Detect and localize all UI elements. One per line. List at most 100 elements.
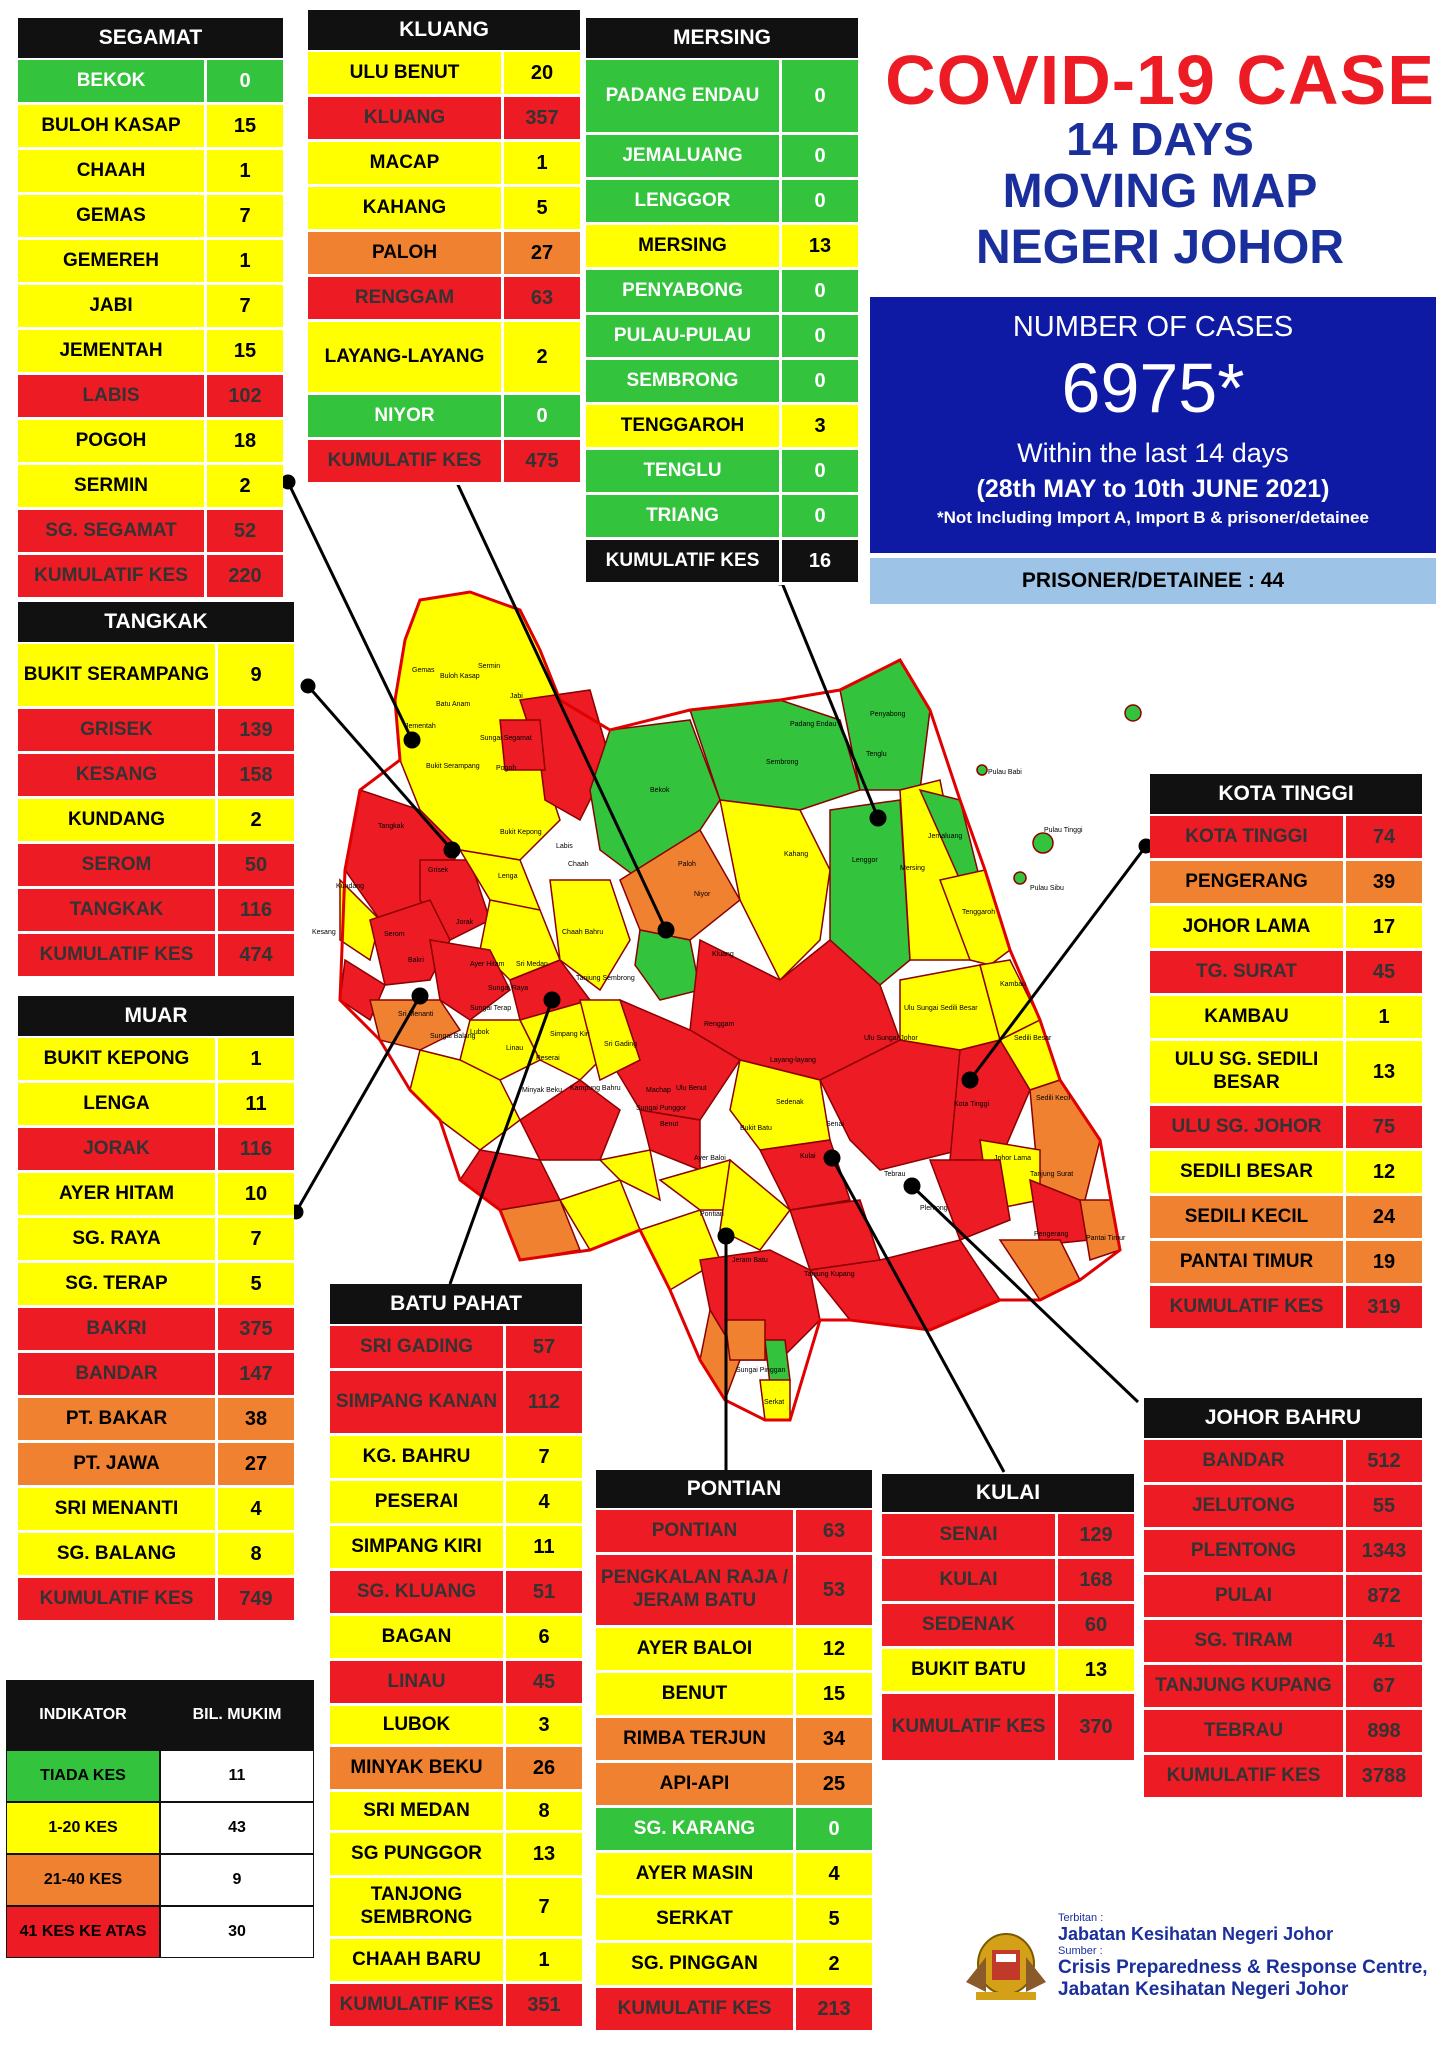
- table-row: PADANG ENDAU 0: [586, 60, 858, 135]
- case-total: 6975*: [1061, 349, 1245, 427]
- label-gemas: Gemas: [412, 667, 435, 674]
- table-row: SRI GADING 57: [330, 1326, 582, 1371]
- table-row: SEDILI BESAR 12: [1150, 1151, 1422, 1196]
- label-kambau: Kambau: [1000, 981, 1026, 988]
- table-row: PULAU-PULAU 0: [586, 315, 858, 360]
- label-tenglu: Tenglu: [866, 751, 887, 758]
- table-row: AYER HITAM 10: [18, 1173, 294, 1218]
- label-kundang: Kundang: [336, 883, 364, 890]
- table-row: TENGGAROH 3: [586, 405, 858, 450]
- label-kesang: Kesang: [312, 929, 336, 936]
- connector-dot-jb-end: [903, 1177, 921, 1195]
- table-row: BAKRI 375: [18, 1308, 294, 1353]
- case-count: 0: [814, 324, 826, 347]
- case-count: 53: [822, 1578, 846, 1601]
- case-count: 0: [828, 1817, 840, 1840]
- table-row: LENGGOR 0: [586, 180, 858, 225]
- map-subtitle-line2: MOVING MAP: [1002, 165, 1318, 218]
- mukim-name: SRI GADING: [330, 1326, 506, 1368]
- table-row: TANJONG SEMBRONG 7: [330, 1878, 582, 1939]
- region-kampung-bahru: [598, 1149, 662, 1202]
- label-peserai: Peserai: [536, 1055, 560, 1062]
- case-count: 6: [538, 1625, 550, 1648]
- table-row: PESERAI 4: [330, 1481, 582, 1526]
- table-row: KG. BAHRU 7: [330, 1436, 582, 1481]
- mukim-name: RIMBA TERJUN: [596, 1718, 796, 1760]
- mukim-name: KUMULATIF KES: [1150, 1286, 1346, 1328]
- table-row: CHAAH BARU 1: [330, 1939, 582, 1984]
- mukim-name: SIMPANG KIRI: [330, 1526, 506, 1568]
- mukim-name: SG. KLUANG: [330, 1571, 506, 1613]
- table-row: KLUANG 357: [308, 97, 580, 142]
- mukim-name: SG. TIRAM: [1144, 1620, 1346, 1662]
- case-count: 12: [1372, 1160, 1396, 1183]
- state-crest-logo: [966, 1933, 1046, 2000]
- case-count: 3: [538, 1713, 550, 1736]
- label-tangkak: Tangkak: [378, 823, 405, 830]
- label-bukit-kepong: Bukit Kepong: [500, 829, 542, 836]
- table-row: SEDILI KECIL 24: [1150, 1196, 1422, 1241]
- mukim-name: KUNDANG: [18, 799, 218, 841]
- mukim-name: LENGGOR: [586, 180, 782, 222]
- case-count: 475: [525, 449, 559, 472]
- label-sungai-pinggan: Sungai Pinggan: [736, 1367, 786, 1374]
- table-row: TANGKAK 116: [18, 889, 294, 934]
- map-place-labels: Gemas Buloh Kasap Sermin Jabi Batu Anam …: [312, 663, 1126, 1406]
- table-row: SG. KARANG 0: [596, 1808, 872, 1853]
- table-row: SRI MENANTI 4: [18, 1488, 294, 1533]
- label-sri-medan: Sri Medan: [516, 961, 548, 968]
- case-count: 0: [814, 369, 826, 392]
- label-padang-endau: Padang Endau: [790, 721, 836, 728]
- table-row: SG. PINGGAN 2: [596, 1943, 872, 1988]
- mukim-name: BUKIT BATU: [882, 1649, 1058, 1691]
- case-count: 11: [533, 1535, 555, 1558]
- footer-sumber-line1: Crisis Preparedness & Response Centre,: [1058, 1957, 1428, 1978]
- case-count: 18: [233, 429, 257, 452]
- legend-header-count: BIL. MUKIM: [192, 1706, 282, 1723]
- case-count: 168: [1079, 1568, 1113, 1591]
- connector-dot-tangkak-end: [443, 841, 461, 859]
- case-count: 15: [233, 339, 257, 362]
- district-name: KLUANG: [308, 10, 580, 52]
- district-table-tangkak: TANGKAK BUKIT SERAMPANG 9 GRISEK 139 KESANG 15…: [18, 602, 294, 979]
- mukim-name: TG. SURAT: [1150, 951, 1346, 993]
- table-row: PENGKALAN RAJA / JERAM BATU 53: [596, 1555, 872, 1628]
- case-count: 26: [532, 1756, 556, 1779]
- mukim-name: SERMIN: [18, 465, 207, 507]
- mukim-name: PESERAI: [330, 1481, 506, 1523]
- label-sungai-punggor: Sungai Punggor: [636, 1105, 687, 1112]
- region-sungai-karang: [764, 1339, 791, 1386]
- case-count: 60: [1084, 1613, 1108, 1636]
- case-count: 74: [1372, 825, 1396, 848]
- label-pantai-timur: Pantai Timur: [1086, 1235, 1126, 1242]
- label-senai: Senai: [826, 1121, 844, 1128]
- label-bekok: Bekok: [650, 787, 670, 794]
- district-name: MUAR: [18, 996, 294, 1038]
- label-minyak-beku: Minyak Beku: [522, 1087, 562, 1094]
- table-row: SERKAT 5: [596, 1898, 872, 1943]
- label-pulau-sibu: Pulau Sibu: [1030, 885, 1064, 892]
- region-paloh: [619, 828, 741, 941]
- table-row: SG. KLUANG 51: [330, 1571, 582, 1616]
- table-row: BUKIT SERAMPANG 9: [18, 644, 294, 709]
- case-count: 0: [814, 84, 826, 107]
- case-count: 15: [233, 114, 257, 137]
- mukim-name: BEKOK: [18, 60, 207, 102]
- region-niyor: [634, 929, 701, 1001]
- table-row: BENUT 15: [596, 1673, 872, 1718]
- table-row: BAGAN 6: [330, 1616, 582, 1661]
- table-row: GRISEK 139: [18, 709, 294, 754]
- case-count: 45: [532, 1670, 556, 1693]
- mukim-name: SG. SEGAMAT: [18, 510, 207, 552]
- mukim-name: SG PUNGGOR: [330, 1833, 506, 1875]
- case-count: 0: [814, 144, 826, 167]
- table-row: AYER MASIN 4: [596, 1853, 872, 1898]
- case-count: 1343: [1361, 1539, 1407, 1562]
- table-row: JABI 7: [18, 285, 283, 330]
- case-count: 8: [250, 1542, 262, 1565]
- case-count: 0: [814, 459, 826, 482]
- case-count: 9: [250, 663, 262, 686]
- case-count: 7: [250, 1227, 262, 1250]
- mukim-name: JOHOR LAMA: [1150, 906, 1346, 948]
- mukim-name: GRISEK: [18, 709, 218, 751]
